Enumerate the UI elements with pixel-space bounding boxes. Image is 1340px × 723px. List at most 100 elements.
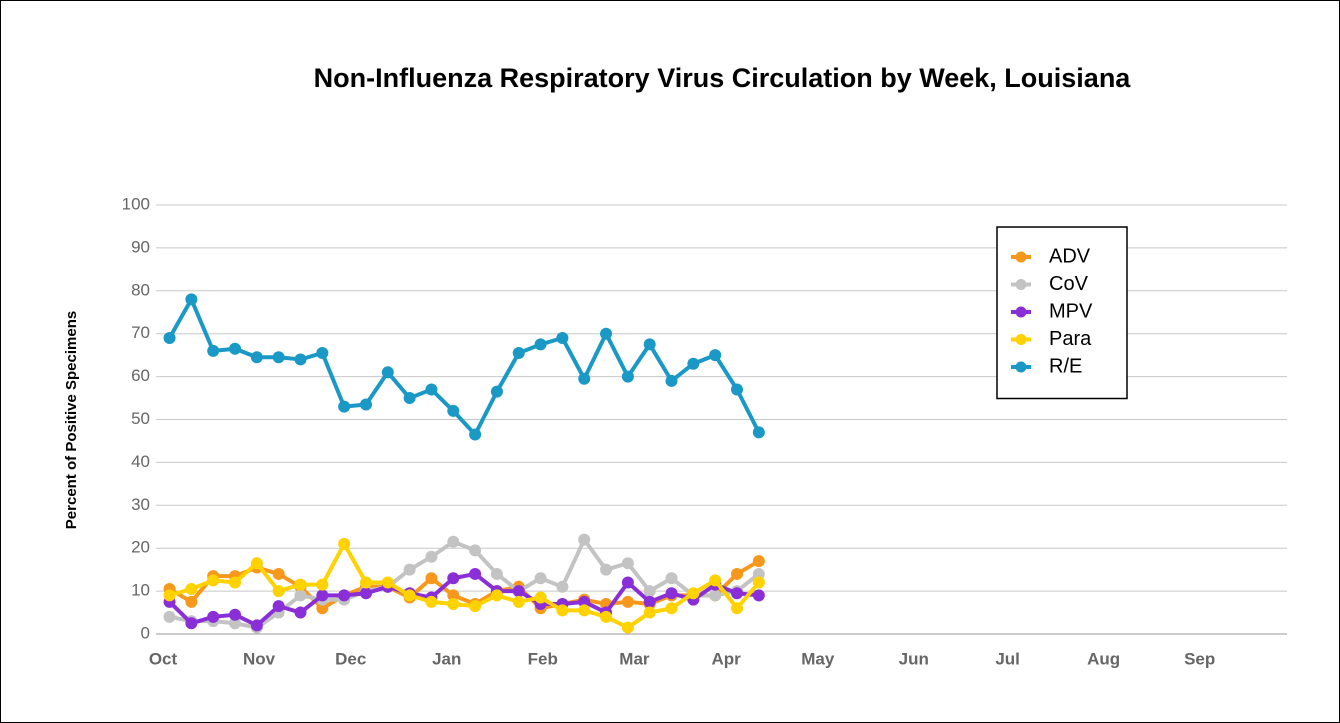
data-point <box>600 563 613 576</box>
data-point <box>272 585 285 598</box>
x-tick-label: May <box>801 649 835 668</box>
data-point <box>207 610 220 623</box>
data-point <box>163 589 176 602</box>
data-point <box>294 578 307 591</box>
x-tick-label: Jan <box>432 649 461 668</box>
data-point <box>403 563 416 576</box>
data-point <box>250 351 263 364</box>
data-point <box>621 370 634 383</box>
y-tick-label: 40 <box>131 452 150 471</box>
data-point <box>316 347 329 360</box>
chart-title: Non-Influenza Respiratory Virus Circulat… <box>314 63 1132 93</box>
y-tick-label: 20 <box>131 538 150 557</box>
data-point <box>534 338 547 351</box>
legend-marker <box>1015 251 1027 263</box>
x-tick-label: Mar <box>619 649 650 668</box>
data-point <box>621 595 634 608</box>
data-point <box>425 595 438 608</box>
data-point <box>229 608 242 621</box>
data-point <box>447 572 460 585</box>
data-point <box>381 576 394 589</box>
data-point <box>731 587 744 600</box>
y-tick-label: 100 <box>122 194 150 213</box>
x-tick-label: Dec <box>335 649 366 668</box>
data-point <box>185 595 198 608</box>
data-point <box>229 342 242 355</box>
data-point <box>709 349 722 362</box>
data-point <box>578 533 591 546</box>
data-point <box>294 606 307 619</box>
series-line <box>168 571 760 628</box>
data-point <box>250 619 263 632</box>
legend-label: R/E <box>1049 355 1082 377</box>
x-tick-label: Apr <box>711 649 741 668</box>
y-tick-label: 60 <box>131 366 150 385</box>
data-point <box>709 589 722 602</box>
data-point <box>687 357 700 370</box>
data-point <box>403 392 416 405</box>
data-point <box>512 595 525 608</box>
data-point <box>163 610 176 623</box>
data-point <box>578 595 591 608</box>
y-tick-label: 10 <box>131 581 150 600</box>
legend: ADV CoV MPV Para R/E <box>996 226 1128 400</box>
y-tick-label: 90 <box>131 237 150 256</box>
data-point <box>512 585 525 598</box>
data-point <box>621 557 634 570</box>
data-point <box>665 587 678 600</box>
data-point <box>207 344 220 357</box>
data-point <box>665 602 678 615</box>
legend-marker <box>1015 361 1027 373</box>
data-point <box>534 591 547 604</box>
data-point <box>359 587 372 600</box>
legend-label: Para <box>1049 328 1092 350</box>
data-point <box>534 572 547 585</box>
data-point <box>490 385 503 398</box>
data-point <box>469 544 482 557</box>
y-tick-label: 80 <box>131 280 150 299</box>
y-tick-label: 0 <box>141 623 150 642</box>
data-point <box>752 589 765 602</box>
data-point <box>643 595 656 608</box>
data-point <box>556 580 569 593</box>
data-point <box>207 574 220 587</box>
data-point <box>185 293 198 306</box>
x-tick-label: Jul <box>995 649 1020 668</box>
data-point <box>447 404 460 417</box>
data-point <box>512 347 525 360</box>
data-point <box>338 400 351 413</box>
data-point <box>229 576 242 589</box>
data-point <box>272 351 285 364</box>
x-tick-label: Sep <box>1184 649 1215 668</box>
data-point <box>469 600 482 613</box>
data-point <box>643 606 656 619</box>
data-point <box>731 383 744 396</box>
legend-marker <box>1015 306 1027 318</box>
legend-label: ADV <box>1049 245 1091 267</box>
series-line <box>167 297 761 437</box>
data-point <box>578 372 591 385</box>
data-point <box>665 572 678 585</box>
data-point <box>316 589 329 602</box>
data-point <box>469 567 482 580</box>
data-point <box>621 576 634 589</box>
series-line <box>169 537 761 630</box>
data-point <box>731 567 744 580</box>
legend-marker <box>1015 279 1027 290</box>
data-point <box>643 338 656 351</box>
data-point <box>403 589 416 602</box>
x-tick-label: Nov <box>243 649 276 668</box>
data-point <box>752 567 765 580</box>
data-point <box>338 537 351 550</box>
data-point <box>185 617 198 630</box>
data-point <box>381 366 394 379</box>
data-point <box>600 327 613 340</box>
x-tick-label: Oct <box>149 649 178 668</box>
data-point <box>621 621 634 634</box>
data-point <box>229 617 242 630</box>
data-point <box>600 610 613 623</box>
y-axis-label: Percent of Positive Specimens <box>63 311 80 529</box>
data-point <box>185 582 198 595</box>
